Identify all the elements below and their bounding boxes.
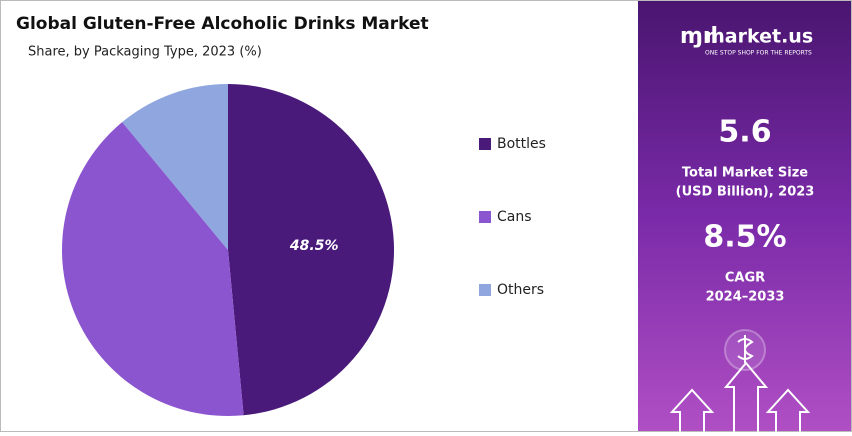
legend-swatch (479, 211, 491, 223)
legend-label: Others (497, 282, 544, 298)
logo-icon: ɱıl (680, 24, 718, 49)
legend-swatch (479, 284, 491, 296)
pie-slice (228, 84, 394, 416)
cagr-label: CAGR (725, 271, 765, 286)
pie-slice (62, 122, 244, 417)
pie-slice (122, 84, 228, 250)
legend: Bottles Cans Others (479, 136, 546, 298)
data-label: 48.5% (289, 238, 339, 254)
tagline: ONE STOP SHOP FOR THE REPORTS (705, 50, 812, 57)
legend-swatch (479, 138, 491, 150)
chart-title: Global Gluten-Free Alcoholic Drinks Mark… (16, 14, 429, 34)
cagr-label: 2024–2033 (706, 290, 785, 305)
side-content: ɱıl market.us ONE STOP SHOP FOR THE REPO… (676, 24, 815, 305)
chart-subtitle: Share, by Packaging Type, 2023 (%) (28, 45, 262, 60)
legend-label: Cans (497, 209, 532, 225)
market-size: 5.6 (718, 115, 771, 150)
cagr: 8.5% (703, 220, 786, 255)
market-size-label: (USD Billion), 2023 (676, 185, 815, 200)
logo: market.us (705, 26, 813, 48)
arrows-decoration (669, 329, 811, 432)
pie: 48.5% (62, 84, 394, 417)
legend-label: Bottles (497, 136, 546, 152)
market-size-label: Total Market Size (682, 166, 808, 181)
